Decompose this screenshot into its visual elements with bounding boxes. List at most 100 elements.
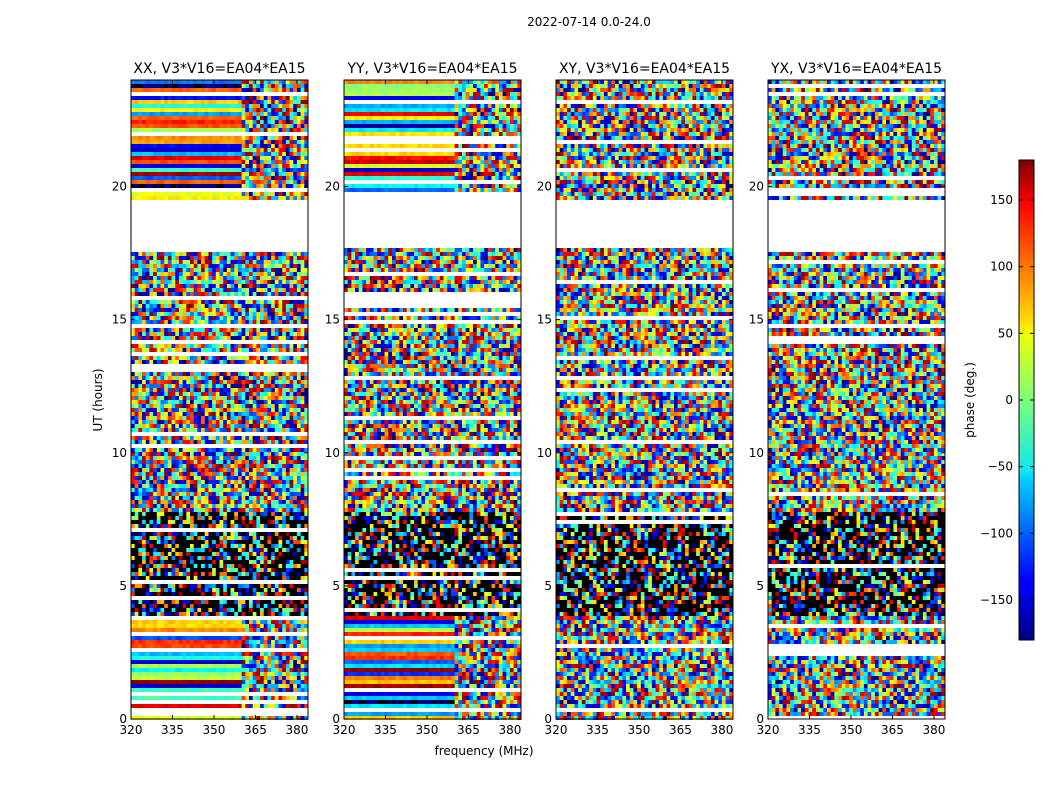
heatmap-cell [183, 416, 187, 420]
heatmap-cell [249, 388, 253, 392]
heatmap-cell [223, 84, 227, 88]
heatmap-cell [138, 396, 142, 400]
heatmap-cell [216, 356, 220, 360]
heatmap-cell [172, 168, 176, 172]
heatmap-cell [175, 112, 179, 116]
heatmap-cell [286, 124, 290, 128]
heatmap-cell [161, 108, 165, 112]
heatmap-cell [135, 284, 139, 288]
heatmap-cell [220, 380, 224, 384]
heatmap-cell [138, 136, 142, 140]
heatmap-cell [168, 196, 172, 200]
heatmap-cell [149, 312, 153, 316]
heatmap-cell [146, 256, 150, 260]
heatmap-cell [179, 348, 183, 352]
heatmap-cell [157, 88, 161, 92]
heatmap-cell [131, 88, 135, 92]
heatmap-cell [293, 184, 297, 188]
heatmap-cell [179, 112, 183, 116]
heatmap-cell [157, 280, 161, 284]
heatmap-cell [256, 116, 260, 120]
heatmap-cell [290, 136, 294, 140]
heatmap-cell [208, 136, 212, 140]
heatmap-cell [290, 356, 294, 360]
heatmap-cell [297, 284, 301, 288]
heatmap-cell [282, 272, 286, 276]
heatmap-cell [249, 336, 253, 340]
heatmap-cell [297, 128, 301, 132]
heatmap-cell [138, 128, 142, 132]
heatmap-cell [220, 384, 224, 388]
heatmap-cell [264, 80, 268, 84]
figure: 2022-07-14 0.0-24.0 XX, V3*V16=EA04*EA15… [0, 0, 1050, 800]
heatmap-cell [183, 360, 187, 364]
heatmap-cell [256, 408, 260, 412]
heatmap-cell [231, 372, 235, 376]
heatmap-cell [264, 384, 268, 388]
heatmap-cell [290, 272, 294, 276]
heatmap-cell [164, 176, 168, 180]
heatmap-cell [205, 332, 209, 336]
heatmap-cell [168, 396, 172, 400]
heatmap-cell [212, 300, 216, 304]
heatmap-cell [282, 104, 286, 108]
heatmap-cell [301, 100, 305, 104]
heatmap-cell [168, 388, 172, 392]
heatmap-cell [279, 356, 283, 360]
heatmap-cell [223, 336, 227, 340]
heatmap-cell [290, 336, 294, 340]
heatmap-cell [249, 308, 253, 312]
heatmap-cell [164, 112, 168, 116]
heatmap-cell [282, 140, 286, 144]
heatmap-cell [149, 344, 153, 348]
heatmap-cell [275, 380, 279, 384]
heatmap-cell [135, 332, 139, 336]
heatmap-cell [142, 136, 146, 140]
heatmap-cell [212, 252, 216, 256]
heatmap-cell [172, 144, 176, 148]
heatmap-cell [271, 360, 275, 364]
heatmap-cell [135, 152, 139, 156]
heatmap-cell [157, 380, 161, 384]
heatmap-cell [238, 292, 242, 296]
heatmap-cell [275, 128, 279, 132]
heatmap-cell [201, 184, 205, 188]
heatmap-cell [290, 100, 294, 104]
heatmap-cell [197, 300, 201, 304]
heatmap-cell [297, 140, 301, 144]
heatmap-cell [275, 344, 279, 348]
heatmap-cell [234, 184, 238, 188]
heatmap-cell [186, 336, 190, 340]
heatmap-cell [149, 80, 153, 84]
heatmap-cell [135, 136, 139, 140]
heatmap-cell [234, 280, 238, 284]
heatmap-cell [238, 260, 242, 264]
heatmap-cell [245, 396, 249, 400]
heatmap-cell [234, 120, 238, 124]
heatmap-cell [238, 256, 242, 260]
heatmap-cell [216, 320, 220, 324]
heatmap-cell [149, 176, 153, 180]
heatmap-cell [238, 172, 242, 176]
heatmap-cell [157, 152, 161, 156]
heatmap-cell [172, 392, 176, 396]
heatmap-cell [293, 276, 297, 280]
heatmap-cell [245, 404, 249, 408]
heatmap-cell [260, 408, 264, 412]
heatmap-cell [223, 148, 227, 152]
heatmap-cell [208, 148, 212, 152]
heatmap-cell [201, 332, 205, 336]
heatmap-cell [282, 156, 286, 160]
heatmap-cell [297, 84, 301, 88]
heatmap-cell [231, 284, 235, 288]
heatmap-cell [149, 264, 153, 268]
heatmap-cell [149, 268, 153, 272]
heatmap-cell [149, 328, 153, 332]
heatmap-cell [286, 280, 290, 284]
heatmap-cell [205, 348, 209, 352]
heatmap-cell [138, 384, 142, 388]
heatmap-cell [290, 252, 294, 256]
heatmap-cell [242, 100, 246, 104]
heatmap-cell [131, 264, 135, 268]
heatmap-cell [153, 116, 157, 120]
